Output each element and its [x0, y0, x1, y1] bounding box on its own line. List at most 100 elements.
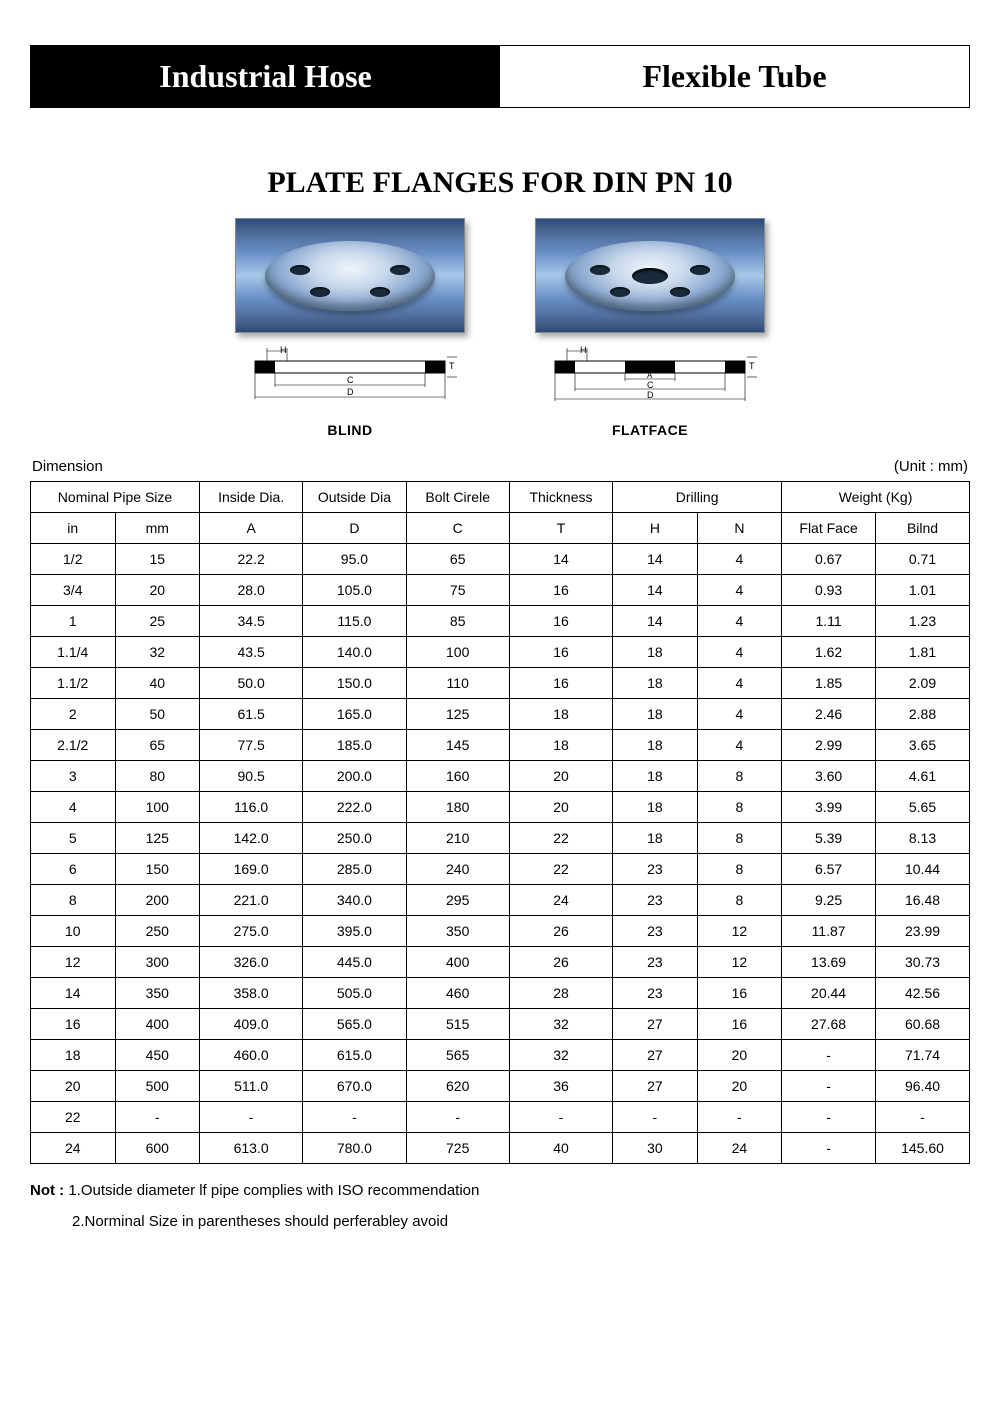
table-cell: 20.44	[782, 978, 876, 1009]
table-cell: 210	[406, 823, 509, 854]
table-cell: 1.1/2	[31, 668, 116, 699]
table-cell: 670.0	[303, 1071, 406, 1102]
table-cell: 16	[509, 668, 612, 699]
table-cell: 145.60	[876, 1133, 970, 1164]
table-cell: 511.0	[200, 1071, 303, 1102]
table-cell: 3.99	[782, 792, 876, 823]
table-cell: 25	[115, 606, 200, 637]
table-cell: 50	[115, 699, 200, 730]
table-cell: 8	[31, 885, 116, 916]
table-cell: 326.0	[200, 947, 303, 978]
table-cell: 409.0	[200, 1009, 303, 1040]
table-cell: 4	[697, 575, 782, 606]
table-cell: 10	[31, 916, 116, 947]
table-cell: 23	[613, 854, 698, 885]
table-cell: 18	[613, 730, 698, 761]
table-cell: 5.39	[782, 823, 876, 854]
table-cell: 2.99	[782, 730, 876, 761]
table-cell: 32	[509, 1040, 612, 1071]
table-cell: 16	[697, 978, 782, 1009]
table-cell: 16	[697, 1009, 782, 1040]
table-cell: 350	[406, 916, 509, 947]
table-cell: 16.48	[876, 885, 970, 916]
table-cell: 20	[697, 1071, 782, 1102]
table-cell: 1/2	[31, 544, 116, 575]
table-cell: 180	[406, 792, 509, 823]
table-cell: 725	[406, 1133, 509, 1164]
table-cell: 71.74	[876, 1040, 970, 1071]
table-cell: 140.0	[303, 637, 406, 668]
table-row: 1.1/43243.5140.0100161841.621.81	[31, 637, 970, 668]
table-cell: 250.0	[303, 823, 406, 854]
table-cell: 16	[31, 1009, 116, 1040]
table-cell: 43.5	[200, 637, 303, 668]
th-thickness: Thickness	[509, 482, 612, 513]
svg-text:C: C	[647, 380, 654, 390]
table-cell: 20	[509, 792, 612, 823]
table-cell: -	[697, 1102, 782, 1133]
table-cell: 22	[31, 1102, 116, 1133]
table-cell: -	[509, 1102, 612, 1133]
table-row: 14350358.0505.046028231620.4442.56	[31, 978, 970, 1009]
table-cell: 18	[613, 823, 698, 854]
header-right-title: Flexible Tube	[500, 46, 969, 107]
table-cell: 340.0	[303, 885, 406, 916]
table-cell: 150.0	[303, 668, 406, 699]
table-cell: 8	[697, 885, 782, 916]
table-cell: 295	[406, 885, 509, 916]
table-cell: 18	[31, 1040, 116, 1071]
table-cell: 250	[115, 916, 200, 947]
table-cell: 1.1/4	[31, 637, 116, 668]
table-cell: 240	[406, 854, 509, 885]
table-header-top: Nominal Pipe Size Inside Dia. Outside Di…	[31, 482, 970, 513]
svg-text:C: C	[347, 375, 354, 385]
table-cell: 34.5	[200, 606, 303, 637]
table-cell: 60.68	[876, 1009, 970, 1040]
svg-text:T: T	[749, 361, 755, 371]
table-row: 18450460.0615.0565322720-71.74	[31, 1040, 970, 1071]
table-cell: 1.85	[782, 668, 876, 699]
table-cell: 24	[509, 885, 612, 916]
table-cell: 30	[613, 1133, 698, 1164]
table-cell: 12	[31, 947, 116, 978]
image-label-flatface: FLATFACE	[535, 422, 765, 438]
table-cell: 0.93	[782, 575, 876, 606]
table-cell: 85	[406, 606, 509, 637]
table-cell: 0.67	[782, 544, 876, 575]
th-weight: Weight (Kg)	[782, 482, 970, 513]
note-line2: 2.Norminal Size in parentheses should pe…	[72, 1213, 970, 1230]
table-cell: 13.69	[782, 947, 876, 978]
image-block-blind: H T C D BLIND	[235, 218, 465, 438]
table-cell: 1.81	[876, 637, 970, 668]
table-cell: 160	[406, 761, 509, 792]
table-cell: 20	[31, 1071, 116, 1102]
table-cell: 77.5	[200, 730, 303, 761]
table-cell: 3.65	[876, 730, 970, 761]
table-cell: 27	[613, 1071, 698, 1102]
table-cell: 18	[613, 761, 698, 792]
table-cell: 14	[613, 606, 698, 637]
th-sub: T	[509, 513, 612, 544]
table-cell: 36	[509, 1071, 612, 1102]
table-cell: 613.0	[200, 1133, 303, 1164]
svg-text:A: A	[647, 371, 653, 380]
dimension-label: Dimension	[32, 458, 103, 475]
table-cell: 96.40	[876, 1071, 970, 1102]
th-drilling: Drilling	[613, 482, 782, 513]
note-prefix: Not :	[30, 1182, 64, 1199]
table-cell: 12	[697, 916, 782, 947]
table-cell: 20	[697, 1040, 782, 1071]
table-cell: 350	[115, 978, 200, 1009]
page-title: PLATE FLANGES FOR DIN PN 10	[30, 166, 970, 200]
table-row: 6150169.0285.0240222386.5710.44	[31, 854, 970, 885]
table-cell: -	[303, 1102, 406, 1133]
table-cell: 2.46	[782, 699, 876, 730]
schematic-blind: H T C D	[235, 343, 465, 418]
table-cell: 150	[115, 854, 200, 885]
table-cell: -	[613, 1102, 698, 1133]
table-meta-row: Dimension (Unit : mm)	[32, 458, 968, 475]
table-row: 8200221.0340.0295242389.2516.48	[31, 885, 970, 916]
table-cell: 185.0	[303, 730, 406, 761]
th-sub: C	[406, 513, 509, 544]
table-cell: 8	[697, 792, 782, 823]
